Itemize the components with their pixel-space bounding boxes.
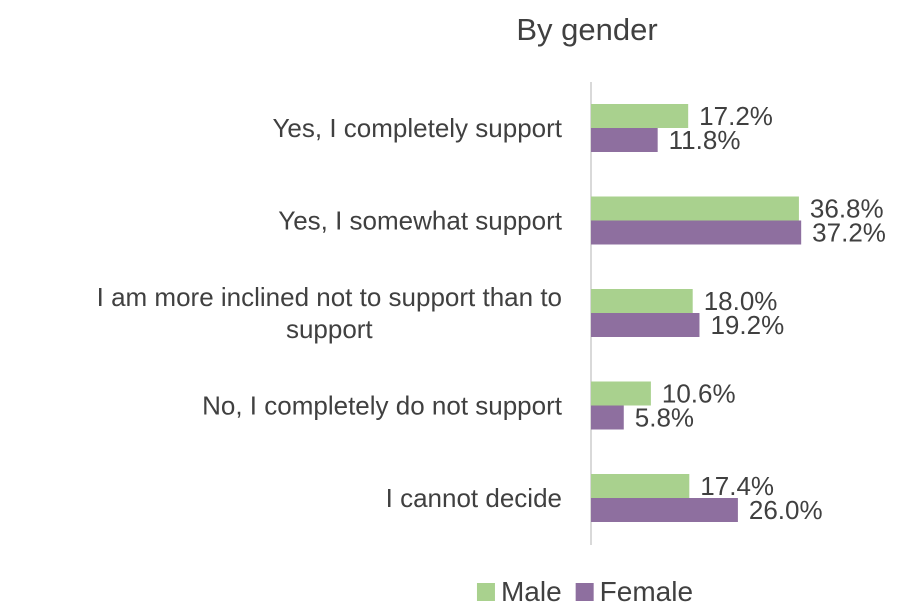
- value-label-female-4: 26.0%: [749, 495, 823, 525]
- category-label-2: I am more inclined not to support than t…: [97, 282, 562, 344]
- category-label-3: No, I completely do not support: [202, 391, 563, 421]
- category-label-4: I cannot decide: [386, 483, 562, 513]
- bar-female-3: [591, 405, 624, 430]
- value-label-male-2: 18.0%: [704, 286, 778, 316]
- value-label-male-1: 36.8%: [810, 194, 884, 224]
- value-label-male-3: 10.6%: [662, 379, 736, 409]
- category-label-1: Yes, I somewhat support: [278, 206, 563, 236]
- bar-male-0: [591, 104, 689, 128]
- legend-item-male: Male: [476, 576, 562, 607]
- category-label-line: Yes, I completely support: [272, 113, 562, 143]
- category-label-line: I cannot decide: [386, 483, 562, 513]
- bar-male-3: [591, 381, 651, 406]
- legend-label-male: Male: [501, 576, 562, 607]
- legend-item-female: Female: [575, 576, 693, 607]
- category-label-0: Yes, I completely support: [272, 113, 562, 143]
- value-label-female-0: 11.8%: [669, 125, 741, 155]
- bar-male-4: [591, 474, 690, 498]
- bar-male-2: [591, 289, 693, 313]
- value-label-female-1: 37.2%: [812, 218, 886, 248]
- value-label-female-3: 5.8%: [635, 403, 694, 433]
- category-labels: Yes, I completely support Yes, I somewhat…: [97, 113, 563, 513]
- bar-female-1: [591, 220, 802, 245]
- category-label-line: No, I completely do not support: [202, 391, 563, 421]
- legend-swatch-female: [575, 583, 594, 601]
- category-label-line: Yes, I somewhat support: [278, 206, 563, 236]
- value-labels: 17.2%11.8% 36.8%37.2% 18.0%19.2% 10.6%5.8% 1…: [635, 101, 886, 525]
- chart-title: By gender: [516, 12, 657, 47]
- legend-label-female: Female: [600, 576, 693, 607]
- value-label-female-2: 19.2%: [710, 310, 784, 340]
- bar-female-0: [591, 128, 658, 152]
- bars-group: [591, 104, 802, 522]
- bar-male-1: [591, 196, 799, 221]
- legend-swatch-male: [476, 583, 495, 601]
- category-label-line: I am more inclined not to support than t…: [97, 282, 562, 312]
- category-label-line: support: [286, 314, 373, 344]
- value-label-male-4: 17.4%: [700, 471, 774, 501]
- legend: Male Female: [476, 576, 693, 607]
- bar-female-2: [591, 313, 700, 337]
- bar-female-4: [591, 498, 738, 522]
- value-label-male-0: 17.2%: [699, 101, 773, 131]
